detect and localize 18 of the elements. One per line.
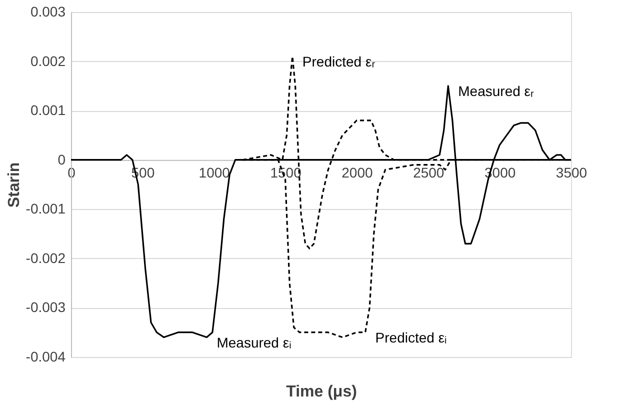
x-tick-label: 3500 [556, 164, 588, 180]
y-tick-label: -0.004 [26, 348, 66, 364]
y-tick-label: -0.001 [26, 200, 66, 217]
annotation: Measured εᵣ [458, 82, 535, 99]
y-tick-label: -0.003 [26, 299, 66, 316]
annotation: Predicted εᵢ [375, 329, 447, 346]
y-tick-label: 0.002 [30, 52, 66, 69]
y-tick-label: 0.001 [30, 102, 66, 118]
annotation: Measured εᵢ [216, 334, 292, 350]
x-tick-label: 1000 [198, 164, 230, 180]
y-tick-label: 0 [58, 151, 66, 168]
x-tick-label: 2000 [342, 164, 373, 180]
y-tick-label: -0.002 [26, 250, 66, 266]
annotation: Predicted εᵣ [302, 53, 376, 70]
y-axis-title: Starin [6, 162, 23, 208]
x-axis-title: Time (μs) [286, 384, 357, 400]
x-tick-label: 2500 [413, 164, 444, 180]
y-tick-label: 0.003 [30, 4, 66, 20]
